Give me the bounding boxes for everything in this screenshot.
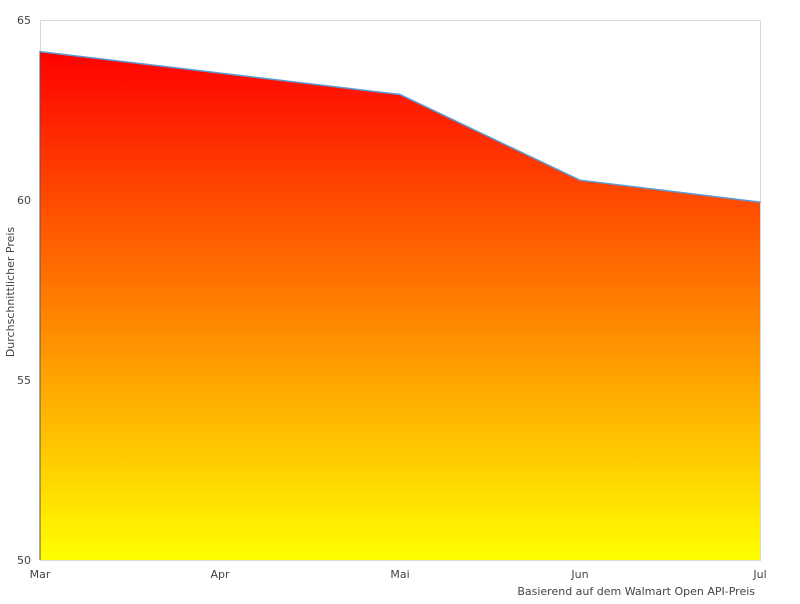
y-tick-label: 50 — [17, 554, 31, 567]
data-point-Mar — [39, 50, 41, 53]
x-axis-label: Basierend auf dem Walmart Open API-Preis — [517, 585, 755, 598]
area-line — [39, 50, 761, 203]
x-tick-label: Mai — [390, 568, 409, 581]
data-point-Mai — [399, 93, 401, 96]
data-point-Jul — [759, 201, 761, 203]
y-tick-label: 65 — [17, 14, 31, 27]
x-tick-label: Jul — [752, 568, 766, 581]
y-tick-label: 55 — [17, 374, 31, 387]
data-point-Jun — [579, 179, 581, 181]
area-fill — [40, 51, 760, 561]
y-tick-label: 60 — [17, 194, 31, 207]
x-tick-label: Apr — [210, 568, 230, 581]
x-tick-label: Mar — [30, 568, 51, 581]
x-tick-label: Jun — [570, 568, 588, 581]
y-axis-label: Durchschnittlicher Preis — [4, 227, 17, 358]
